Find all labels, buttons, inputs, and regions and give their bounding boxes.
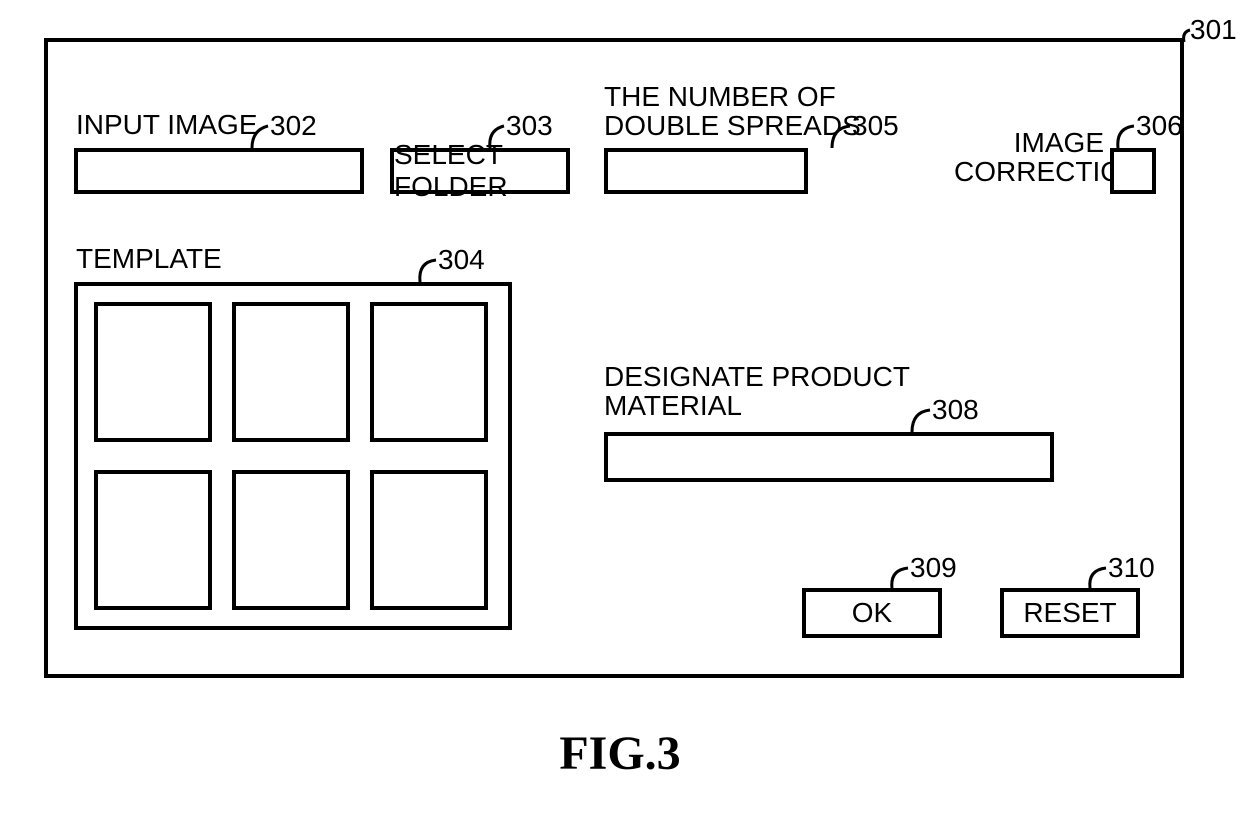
template-cell[interactable] (94, 302, 212, 442)
input-image-label: INPUT IMAGE (76, 110, 258, 139)
reference-numeral: 306 (1136, 110, 1183, 142)
template-label: TEMPLATE (76, 244, 222, 273)
double-spreads-field[interactable] (604, 148, 808, 194)
reference-numeral: 301 (1190, 14, 1237, 46)
template-cell[interactable] (370, 302, 488, 442)
ok-button[interactable]: OK (802, 588, 942, 638)
figure-canvas: INPUT IMAGE SELECT FOLDER THE NUMBER OF … (0, 0, 1240, 828)
reference-numeral: 303 (506, 110, 553, 142)
select-folder-label: SELECT FOLDER (394, 139, 566, 203)
image-correction-label: IMAGE CORRECTION (954, 128, 1104, 187)
reference-numeral: 309 (910, 552, 957, 584)
material-field[interactable] (604, 432, 1054, 482)
reference-numeral: 305 (852, 110, 899, 142)
reference-numeral: 308 (932, 394, 979, 426)
figure-caption: FIG.3 (0, 726, 1240, 781)
input-image-field[interactable] (74, 148, 364, 194)
template-cell[interactable] (94, 470, 212, 610)
reset-button-label: RESET (1023, 597, 1116, 629)
image-correction-checkbox[interactable] (1110, 148, 1156, 194)
reference-numeral: 310 (1108, 552, 1155, 584)
template-cell[interactable] (370, 470, 488, 610)
template-cell[interactable] (232, 470, 350, 610)
designate-material-label: DESIGNATE PRODUCT MATERIAL (604, 362, 910, 421)
reset-button[interactable]: RESET (1000, 588, 1140, 638)
reference-numeral: 302 (270, 110, 317, 142)
template-cell[interactable] (232, 302, 350, 442)
ok-button-label: OK (852, 597, 892, 629)
reference-numeral: 304 (438, 244, 485, 276)
select-folder-button[interactable]: SELECT FOLDER (390, 148, 570, 194)
double-spreads-label: THE NUMBER OF DOUBLE SPREADS (604, 82, 861, 141)
